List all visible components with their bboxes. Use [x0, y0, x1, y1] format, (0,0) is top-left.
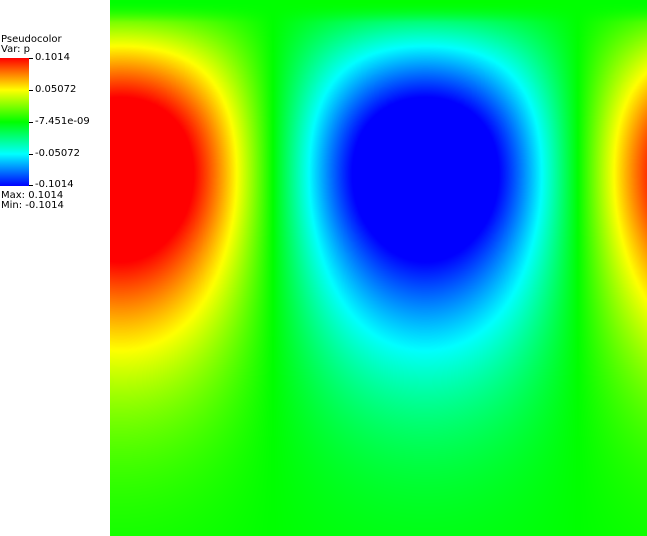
legend-variable: Var: p	[1, 44, 31, 55]
legend-max-value: Max: 0.1014	[1, 190, 64, 201]
legend-tick-mark	[29, 185, 33, 186]
legend-tick-label: 0.05072	[35, 84, 77, 95]
legend-min-value: Min: -0.1014	[1, 200, 64, 211]
legend-tick-mark	[29, 90, 33, 91]
pseudocolor-plot[interactable]	[110, 0, 647, 536]
pseudocolor-legend: Pseudocolor Var: p 0.1014 0.05072 -7.451…	[0, 34, 108, 214]
legend-color-bar	[0, 58, 29, 186]
legend-tick-label: -0.05072	[35, 148, 80, 159]
legend-title: Pseudocolor	[1, 34, 62, 45]
legend-tick-mark	[29, 122, 33, 123]
legend-tick-label: -0.1014	[35, 179, 74, 190]
legend-tick-label: 0.1014	[35, 52, 70, 63]
legend-tick-label: -7.451e-09	[35, 116, 90, 127]
pseudocolor-field-canvas[interactable]	[110, 0, 647, 536]
legend-tick-mark	[29, 58, 33, 59]
legend-tick-mark	[29, 154, 33, 155]
